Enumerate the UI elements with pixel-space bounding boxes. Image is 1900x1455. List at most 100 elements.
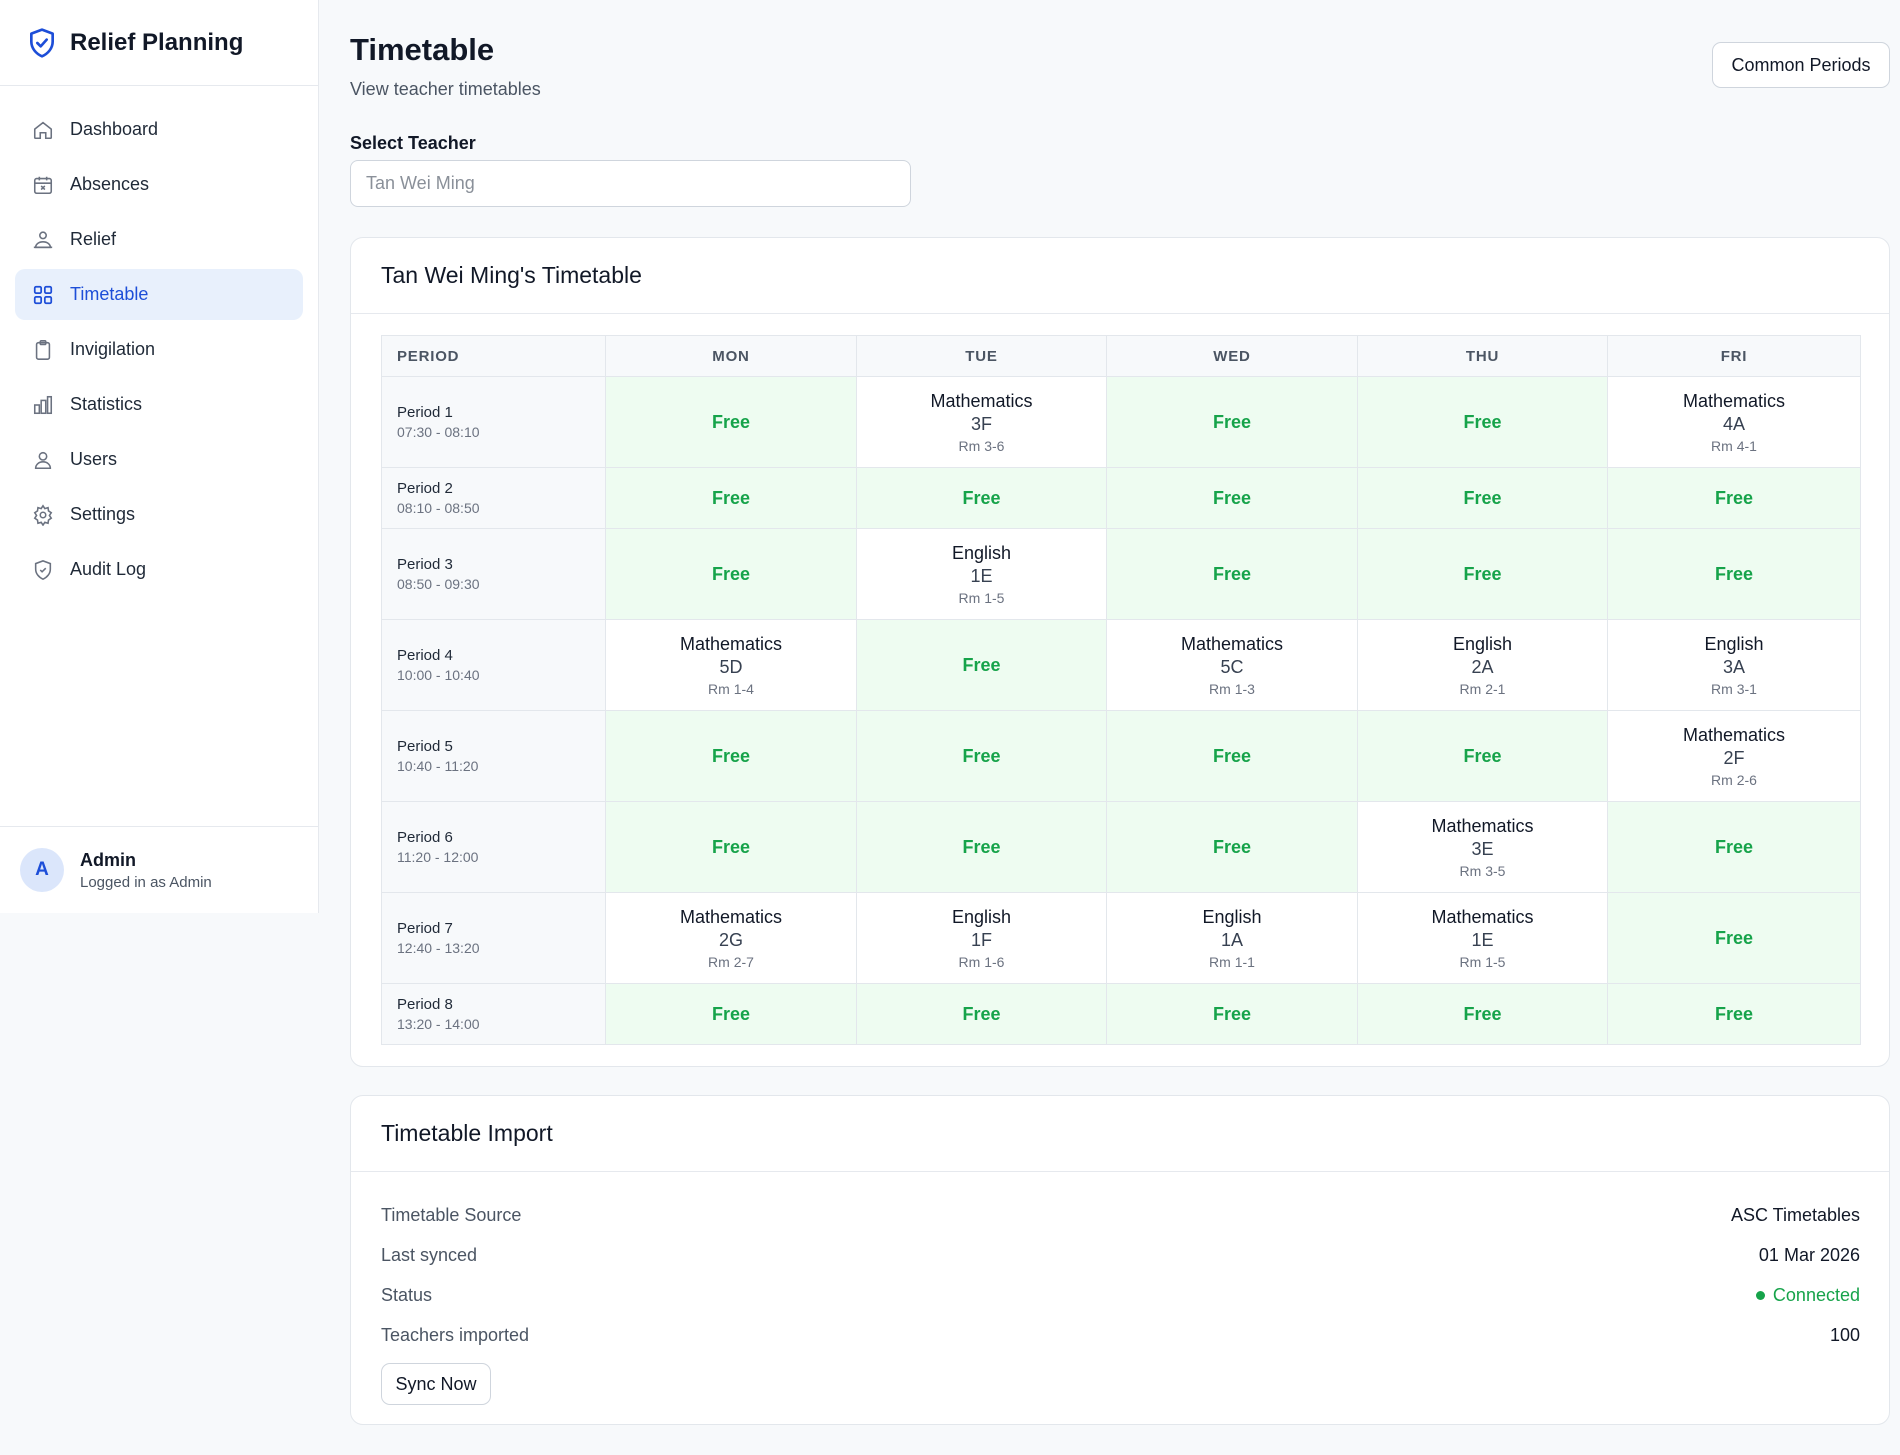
column-header-thu: THU — [1357, 335, 1608, 377]
lesson-room: Rm 2-6 — [1711, 771, 1757, 788]
column-header-period: PERIOD — [381, 335, 606, 377]
brand[interactable]: Relief Planning — [0, 0, 318, 86]
period-time: 10:00 - 10:40 — [397, 667, 480, 683]
sidebar-item-relief[interactable]: Relief — [15, 214, 303, 265]
lesson-slot-wed[interactable]: Mathematics 5C Rm 1-3 — [1106, 619, 1358, 711]
sidebar-item-audit-log[interactable]: Audit Log — [15, 544, 303, 595]
free-slot-wed[interactable]: Free — [1106, 528, 1358, 620]
import-label: Status — [381, 1285, 433, 1305]
period-cell: Period 2 08:10 - 08:50 — [381, 467, 606, 529]
lesson-room: Rm 3-1 — [1711, 680, 1757, 697]
free-slot-tue[interactable]: Free — [856, 801, 1107, 893]
lesson-subject: English — [1452, 633, 1513, 654]
lesson-class: 3A — [1722, 656, 1746, 677]
free-slot-fri[interactable]: Free — [1607, 467, 1861, 529]
import-row-source: Timetable Source ASC Timetables — [381, 1205, 1860, 1226]
free-slot-mon[interactable]: Free — [605, 467, 857, 529]
free-slot-tue[interactable]: Free — [856, 710, 1107, 802]
sync-now-button[interactable]: Sync Now — [381, 1363, 491, 1405]
free-slot-thu[interactable]: Free — [1357, 376, 1608, 468]
lesson-class: 4A — [1722, 413, 1746, 434]
free-slot-mon[interactable]: Free — [605, 983, 857, 1045]
period-cell: Period 5 10:40 - 11:20 — [381, 710, 606, 802]
page-subtitle: View teacher timetables — [350, 79, 541, 99]
sidebar-item-users[interactable]: Users — [15, 434, 303, 485]
users-icon — [31, 228, 55, 252]
import-value: 01 Mar 2026 — [1758, 1245, 1860, 1265]
lesson-subject: Mathematics — [1682, 724, 1786, 745]
free-slot-wed[interactable]: Free — [1106, 801, 1358, 893]
sidebar-item-dashboard[interactable]: Dashboard — [15, 104, 303, 155]
sidebar-item-label: Relief — [70, 229, 117, 249]
lesson-slot-fri[interactable]: English 3A Rm 3-1 — [1607, 619, 1861, 711]
lesson-class: 2F — [1723, 747, 1745, 768]
free-slot-fri[interactable]: Free — [1607, 801, 1861, 893]
free-slot-wed[interactable]: Free — [1106, 376, 1358, 468]
lesson-subject: Mathematics — [930, 390, 1033, 411]
free-slot-wed[interactable]: Free — [1106, 467, 1358, 529]
timetable-title: Tan Wei Ming's Timetable — [351, 238, 1889, 314]
import-value: 100 — [1829, 1325, 1860, 1345]
import-label: Teachers imported — [381, 1325, 530, 1345]
import-row-last-synced: Last synced 01 Mar 2026 — [381, 1245, 1860, 1266]
lesson-slot-thu[interactable]: Mathematics 1E Rm 1-5 — [1357, 892, 1608, 984]
free-slot-fri[interactable]: Free — [1607, 528, 1861, 620]
free-slot-thu[interactable]: Free — [1357, 467, 1608, 529]
timetable-card: Tan Wei Ming's Timetable PERIOD MON TUE … — [350, 237, 1890, 1067]
sidebar-item-label: Timetable — [70, 284, 149, 304]
period-time: 10:40 - 11:20 — [397, 758, 479, 774]
timetable-row: Period 4 10:00 - 10:40 Mathematics 5D Rm 1-4… — [381, 619, 1861, 711]
free-slot-tue[interactable]: Free — [856, 619, 1107, 711]
lesson-slot-mon[interactable]: Mathematics 5D Rm 1-4 — [605, 619, 857, 711]
period-name: Period 6 — [397, 829, 453, 846]
free-slot-tue[interactable]: Free — [856, 467, 1107, 529]
lesson-slot-wed[interactable]: English 1A Rm 1-1 — [1106, 892, 1358, 984]
free-slot-wed[interactable]: Free — [1106, 983, 1358, 1045]
free-slot-tue[interactable]: Free — [856, 983, 1107, 1045]
lesson-room: Rm 2-7 — [708, 953, 754, 970]
free-slot-thu[interactable]: Free — [1357, 710, 1608, 802]
select-teacher-label: Select Teacher — [350, 133, 476, 153]
sidebar-item-settings[interactable]: Settings — [15, 489, 303, 540]
user-role: Logged in as Admin — [80, 873, 212, 891]
lesson-slot-fri[interactable]: Mathematics 2F Rm 2-6 — [1607, 710, 1861, 802]
lesson-slot-tue[interactable]: English 1F Rm 1-6 — [856, 892, 1107, 984]
timetable-row: Period 5 10:40 - 11:20 Free Free Free Free Mat… — [381, 710, 1861, 802]
period-cell: Period 6 11:20 - 12:00 — [381, 801, 606, 893]
sidebar-item-invigilation[interactable]: Invigilation — [15, 324, 303, 375]
lesson-slot-tue[interactable]: Mathematics 3F Rm 3-6 — [856, 376, 1107, 468]
common-periods-button[interactable]: Common Periods — [1712, 42, 1890, 88]
free-slot-thu[interactable]: Free — [1357, 983, 1608, 1045]
lesson-slot-thu[interactable]: English 2A Rm 2-1 — [1357, 619, 1608, 711]
sidebar-item-absences[interactable]: Absences — [15, 159, 303, 210]
lesson-class: 1E — [970, 565, 993, 586]
lesson-slot-tue[interactable]: English 1E Rm 1-5 — [856, 528, 1107, 620]
lesson-room: Rm 1-1 — [1209, 953, 1255, 970]
teacher-search-input[interactable] — [350, 160, 911, 207]
sidebar-item-statistics[interactable]: Statistics — [15, 379, 303, 430]
user-profile[interactable]: A Admin Logged in as Admin — [0, 826, 319, 913]
lesson-room: Rm 1-5 — [958, 589, 1005, 606]
timetable-row: Period 7 12:40 - 13:20 Mathematics 2G Rm 2-7… — [381, 892, 1861, 984]
period-time: 07:30 - 08:10 — [397, 424, 480, 440]
import-row-status: Status Connected — [381, 1285, 1860, 1306]
sidebar-item-label: Invigilation — [70, 339, 156, 359]
lesson-slot-thu[interactable]: Mathematics 3E Rm 3-5 — [1357, 801, 1608, 893]
lesson-class: 1F — [970, 929, 992, 950]
free-slot-mon[interactable]: Free — [605, 801, 857, 893]
period-cell: Period 4 10:00 - 10:40 — [381, 619, 606, 711]
free-slot-mon[interactable]: Free — [605, 528, 857, 620]
free-slot-mon[interactable]: Free — [605, 710, 857, 802]
free-slot-thu[interactable]: Free — [1357, 528, 1608, 620]
sidebar-item-timetable[interactable]: Timetable — [15, 269, 303, 320]
free-slot-wed[interactable]: Free — [1106, 710, 1358, 802]
lesson-slot-fri[interactable]: Mathematics 4A Rm 4-1 — [1607, 376, 1861, 468]
column-header-tue: TUE — [856, 335, 1107, 377]
column-header-mon: MON — [605, 335, 857, 377]
free-slot-fri[interactable]: Free — [1607, 892, 1861, 984]
free-slot-fri[interactable]: Free — [1607, 983, 1861, 1045]
free-slot-mon[interactable]: Free — [605, 376, 857, 468]
home-icon — [31, 118, 55, 142]
lesson-slot-mon[interactable]: Mathematics 2G Rm 2-7 — [605, 892, 857, 984]
lesson-subject: Mathematics — [679, 906, 783, 927]
